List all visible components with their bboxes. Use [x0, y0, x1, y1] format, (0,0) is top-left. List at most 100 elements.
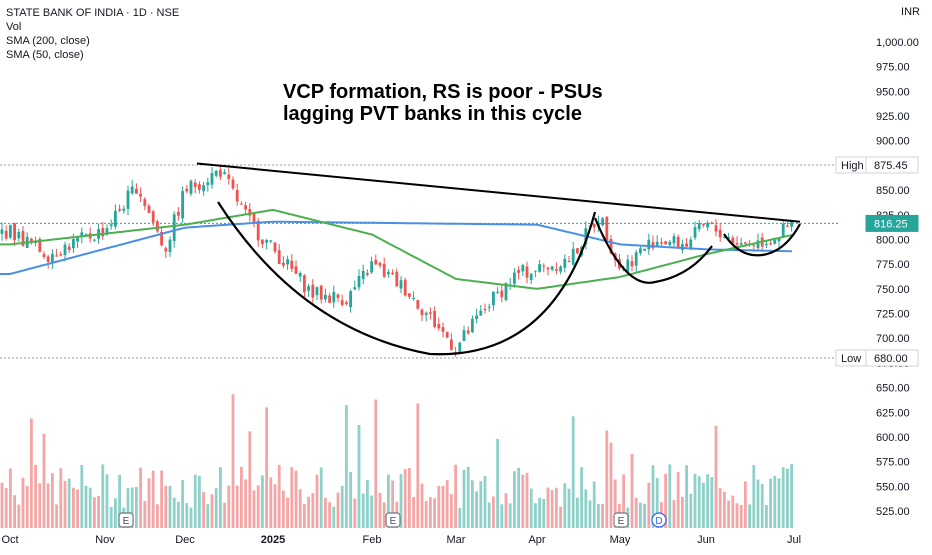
candle-body[interactable] [38, 238, 42, 252]
candle-body[interactable] [668, 241, 672, 246]
candle-body[interactable] [710, 222, 714, 224]
candle-body[interactable] [30, 238, 33, 243]
candle-body[interactable] [529, 273, 533, 281]
candle-body[interactable] [706, 222, 709, 228]
candle-body[interactable] [261, 239, 264, 245]
candle-body[interactable] [437, 324, 441, 329]
candle-body[interactable] [727, 236, 730, 239]
candle-body[interactable] [525, 266, 529, 278]
candle-body[interactable] [189, 180, 193, 194]
legend-sma200[interactable]: SMA (200, close) [6, 35, 90, 47]
candle-body[interactable] [122, 208, 126, 211]
candle-body[interactable] [80, 232, 84, 237]
candle-body[interactable] [626, 259, 630, 272]
event-marker-d[interactable]: D [651, 512, 667, 528]
candle-body[interactable] [193, 182, 197, 188]
candle-body[interactable] [269, 240, 273, 242]
candle-body[interactable] [311, 284, 315, 298]
candle-body[interactable] [555, 269, 558, 271]
candle-body[interactable] [424, 312, 428, 315]
candle-body[interactable] [177, 211, 180, 216]
candle-body[interactable] [643, 248, 646, 251]
candle-body[interactable] [303, 275, 306, 293]
candle-body[interactable] [672, 236, 676, 244]
pattern-curve-1[interactable] [217, 201, 597, 356]
candle-body[interactable] [475, 315, 478, 320]
pattern-curve-2[interactable] [593, 217, 713, 284]
candle-body[interactable] [492, 291, 495, 306]
candle-body[interactable] [72, 239, 75, 249]
candle-body[interactable] [718, 229, 722, 238]
candle-body[interactable] [349, 291, 352, 308]
candle-body[interactable] [458, 342, 462, 353]
candle-body[interactable] [420, 309, 424, 316]
candle-body[interactable] [332, 291, 336, 303]
candle-body[interactable] [294, 266, 298, 274]
candle-body[interactable] [647, 239, 651, 250]
candle-body[interactable] [84, 233, 88, 235]
candle-body[interactable] [479, 310, 483, 316]
candle-body[interactable] [273, 242, 277, 252]
candle-body[interactable] [676, 236, 680, 248]
candle-body[interactable] [340, 300, 344, 305]
candle-body[interactable] [571, 248, 575, 265]
chart-annotation[interactable]: VCP formation, RS is poor - PSUs lagging… [283, 81, 703, 125]
candle-body[interactable] [471, 318, 474, 333]
candle-body[interactable] [130, 186, 134, 194]
candle-body[interactable] [685, 243, 688, 247]
candle-body[interactable] [76, 237, 79, 242]
candle-body[interactable] [374, 259, 378, 265]
candle-body[interactable] [244, 205, 247, 210]
candle-body[interactable] [324, 294, 327, 300]
candle-body[interactable] [361, 270, 365, 279]
candle-body[interactable] [109, 224, 113, 227]
candle-body[interactable] [59, 254, 63, 256]
candle-body[interactable] [298, 272, 302, 277]
candle-body[interactable] [756, 240, 760, 249]
candle-body[interactable] [357, 276, 361, 288]
candle-body[interactable] [353, 287, 357, 290]
candle-body[interactable] [17, 232, 21, 239]
candle-body[interactable] [382, 263, 386, 277]
candle-body[interactable] [319, 285, 323, 300]
candle-body[interactable] [563, 258, 567, 268]
candle-body[interactable] [416, 300, 420, 309]
candle-body[interactable] [378, 262, 382, 266]
candle-body[interactable] [664, 241, 667, 245]
candle-body[interactable] [387, 272, 390, 275]
candle-body[interactable] [517, 270, 520, 273]
candle-body[interactable] [487, 306, 491, 308]
candle-body[interactable] [4, 230, 8, 239]
candle-body[interactable] [744, 242, 747, 244]
candle-body[interactable] [160, 231, 163, 246]
candle-body[interactable] [13, 223, 16, 241]
candle-body[interactable] [219, 169, 222, 177]
candle-body[interactable] [504, 283, 508, 301]
candle-body[interactable] [214, 170, 218, 176]
candle-body[interactable] [500, 290, 504, 298]
candle-body[interactable] [513, 272, 516, 284]
candle-body[interactable] [391, 272, 394, 275]
candle-body[interactable] [462, 330, 466, 341]
currency-label[interactable]: INR [901, 6, 920, 18]
candle-body[interactable] [769, 243, 772, 245]
symbol-title[interactable]: STATE BANK OF INDIA · 1D · NSE [6, 7, 180, 19]
candle-body[interactable] [248, 208, 252, 216]
candle-body[interactable] [181, 191, 184, 219]
candle-body[interactable] [412, 297, 415, 299]
candle-body[interactable] [51, 253, 54, 263]
candle-body[interactable] [534, 270, 537, 272]
candle-body[interactable] [172, 214, 176, 241]
candle-body[interactable] [702, 224, 705, 226]
candle-body[interactable] [559, 266, 562, 272]
candle-body[interactable] [773, 239, 777, 244]
candle-body[interactable] [21, 231, 25, 246]
candle-body[interactable] [450, 339, 453, 350]
candle-body[interactable] [185, 188, 189, 192]
candle-body[interactable] [168, 239, 172, 252]
candle-body[interactable] [550, 266, 554, 270]
candle-body[interactable] [286, 259, 289, 265]
candle-body[interactable] [46, 256, 50, 263]
candle-body[interactable] [546, 267, 550, 270]
